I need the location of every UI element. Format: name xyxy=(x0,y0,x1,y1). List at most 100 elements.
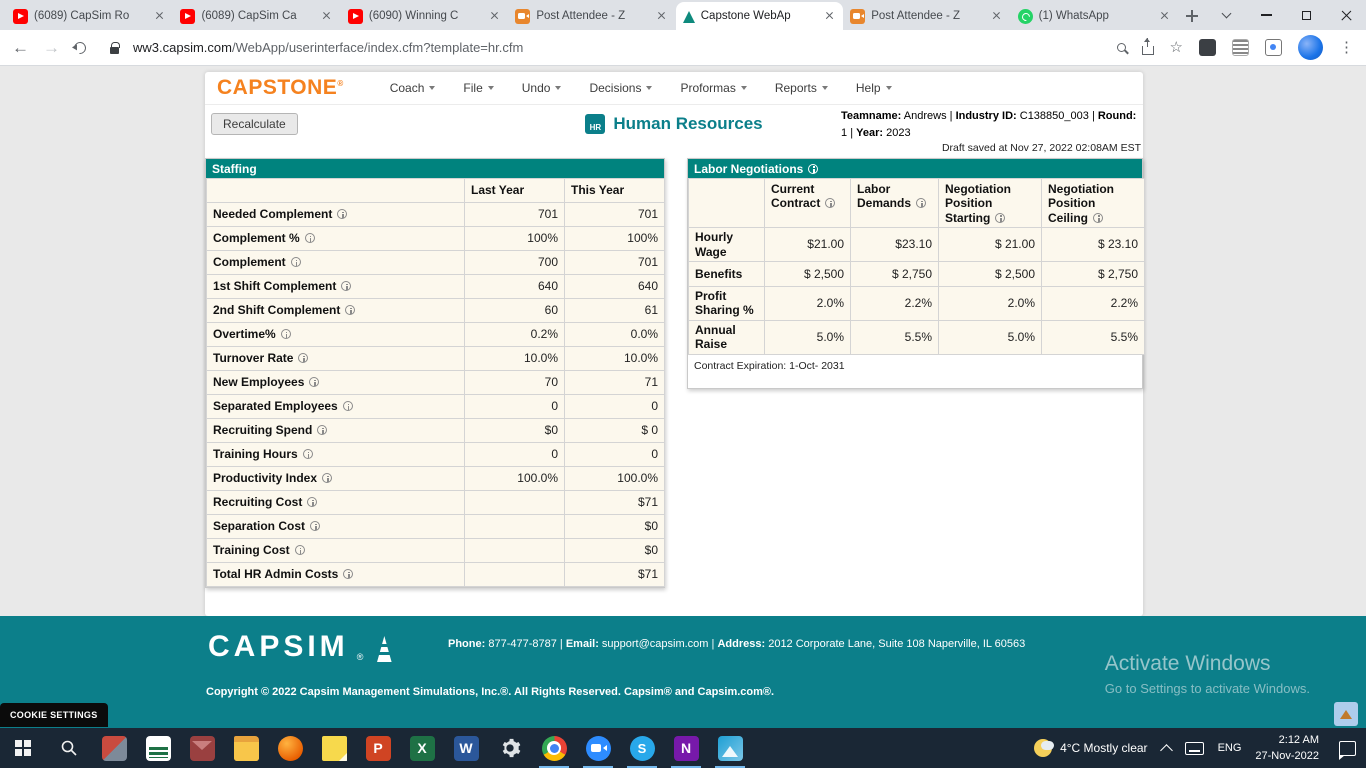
info-icon[interactable] xyxy=(1093,212,1104,223)
excel-icon[interactable]: X xyxy=(400,728,444,768)
info-icon[interactable] xyxy=(345,305,356,316)
negotiation-input-cell[interactable]: $ 2,500 xyxy=(938,260,1042,287)
negotiation-input-cell[interactable]: 2.0% xyxy=(938,285,1042,321)
menu-proformas[interactable]: Proformas xyxy=(680,81,746,95)
file-explorer-icon[interactable] xyxy=(224,728,268,768)
url-input[interactable]: ww3.capsim.com/WebApp/userinterface/inde… xyxy=(133,40,1103,55)
negotiation-input-cell[interactable]: 5.0% xyxy=(938,319,1042,355)
menu-coach[interactable]: Coach xyxy=(390,81,436,95)
mail-app-icon[interactable] xyxy=(180,728,224,768)
info-icon[interactable] xyxy=(302,449,313,460)
browser-menu-icon[interactable]: ⋮ xyxy=(1339,39,1354,56)
menu-undo[interactable]: Undo xyxy=(522,81,562,95)
profile-avatar[interactable] xyxy=(1298,35,1323,60)
powerpoint-icon[interactable]: P xyxy=(356,728,400,768)
settings-icon[interactable] xyxy=(488,728,532,768)
zoom-icon[interactable] xyxy=(576,728,620,768)
zoom-search-icon[interactable] xyxy=(1116,43,1126,52)
browser-tab[interactable]: (1) WhatsApp xyxy=(1011,2,1178,30)
skype-icon[interactable]: S xyxy=(620,728,664,768)
clock[interactable]: 2:12 AM 27-Nov-2022 xyxy=(1255,732,1319,765)
this-year-cell[interactable]: 100.0% xyxy=(564,466,665,491)
info-icon[interactable] xyxy=(343,569,354,580)
this-year-cell[interactable]: 640 xyxy=(564,274,665,299)
info-icon[interactable] xyxy=(322,473,333,484)
back-icon[interactable]: ← xyxy=(12,38,29,57)
info-icon[interactable] xyxy=(294,545,305,556)
close-tab-icon[interactable] xyxy=(487,9,501,23)
info-icon[interactable] xyxy=(309,377,320,388)
padlock-icon[interactable] xyxy=(110,42,120,54)
weather-widget[interactable]: 4°C Mostly clear xyxy=(1034,739,1148,757)
negotiation-input-cell[interactable]: $ 23.10 xyxy=(1041,227,1145,262)
this-year-cell[interactable]: 701 xyxy=(564,250,665,275)
browser-tab[interactable]: (6089) CapSim Ro xyxy=(6,2,173,30)
info-icon[interactable] xyxy=(290,257,301,268)
browser-tab-active[interactable]: Capstone WebAp xyxy=(675,2,844,30)
info-icon[interactable] xyxy=(341,281,352,292)
onenote-icon[interactable]: N xyxy=(664,728,708,768)
language-indicator[interactable]: ENG xyxy=(1217,742,1242,754)
menu-file[interactable]: File xyxy=(463,81,493,95)
extension-icon[interactable] xyxy=(1232,39,1249,56)
this-year-cell[interactable]: 0 xyxy=(564,442,665,467)
this-year-cell[interactable]: 10.0% xyxy=(564,346,665,371)
photos-icon[interactable] xyxy=(708,728,752,768)
info-icon[interactable] xyxy=(808,163,819,174)
this-year-cell[interactable]: 61 xyxy=(564,298,665,323)
close-tab-icon[interactable] xyxy=(152,9,166,23)
info-icon[interactable] xyxy=(342,401,353,412)
this-year-cell[interactable]: 100% xyxy=(564,226,665,251)
touch-keyboard-icon[interactable] xyxy=(1184,741,1204,755)
close-window-button[interactable] xyxy=(1326,0,1366,30)
pinned-app-icon[interactable] xyxy=(92,728,136,768)
start-button[interactable] xyxy=(0,728,46,768)
close-tab-icon[interactable] xyxy=(655,9,669,23)
close-tab-icon[interactable] xyxy=(1157,9,1171,23)
chrome-icon[interactable] xyxy=(532,728,576,768)
menu-decisions[interactable]: Decisions xyxy=(589,81,652,95)
info-icon[interactable] xyxy=(916,198,927,209)
negotiation-input-cell[interactable]: $ 2,750 xyxy=(1041,260,1145,287)
menu-help[interactable]: Help xyxy=(856,81,892,95)
this-year-cell[interactable]: 701 xyxy=(564,202,665,227)
close-tab-icon[interactable] xyxy=(822,9,836,23)
info-icon[interactable] xyxy=(280,329,291,340)
negotiation-input-cell[interactable]: 5.5% xyxy=(1041,319,1145,355)
tab-search-chevron-icon[interactable] xyxy=(1206,0,1246,30)
browser-tab[interactable]: (6089) CapSim Ca xyxy=(173,2,340,30)
close-tab-icon[interactable] xyxy=(990,9,1004,23)
forward-icon[interactable]: → xyxy=(43,38,60,57)
info-icon[interactable] xyxy=(307,497,318,508)
minimize-button[interactable] xyxy=(1246,0,1286,30)
refresh-icon[interactable] xyxy=(71,39,89,56)
taskbar-search-button[interactable] xyxy=(46,728,92,768)
info-icon[interactable] xyxy=(317,425,328,436)
scroll-to-top-button[interactable] xyxy=(1334,702,1358,726)
cookie-settings-button[interactable]: COOKIE SETTINGS xyxy=(0,703,108,727)
extension-icon[interactable] xyxy=(1199,39,1216,56)
this-year-cell[interactable]: $ 0 xyxy=(564,418,665,443)
info-icon[interactable] xyxy=(298,353,309,364)
menu-reports[interactable]: Reports xyxy=(775,81,828,95)
info-icon[interactable] xyxy=(310,521,321,532)
info-icon[interactable] xyxy=(825,198,836,209)
browser-app-icon[interactable] xyxy=(268,728,312,768)
browser-tab[interactable]: (6090) Winning C xyxy=(341,2,508,30)
info-icon[interactable] xyxy=(337,209,348,220)
this-year-cell[interactable]: 0.0% xyxy=(564,322,665,347)
sticky-notes-icon[interactable] xyxy=(312,728,356,768)
info-icon[interactable] xyxy=(995,212,1006,223)
info-icon[interactable] xyxy=(304,233,315,244)
share-icon[interactable] xyxy=(1141,38,1154,55)
maximize-button[interactable] xyxy=(1286,0,1326,30)
this-year-cell[interactable]: 0 xyxy=(564,394,665,419)
extension-icon[interactable] xyxy=(1265,39,1282,56)
recalculate-button[interactable]: Recalculate xyxy=(211,113,298,135)
chevron-up-icon[interactable] xyxy=(1159,743,1173,757)
negotiation-input-cell[interactable]: 2.2% xyxy=(1041,285,1145,321)
word-icon[interactable]: W xyxy=(444,728,488,768)
browser-tab[interactable]: Post Attendee - Z xyxy=(843,2,1010,30)
close-tab-icon[interactable] xyxy=(320,9,334,23)
negotiation-input-cell[interactable]: $ 21.00 xyxy=(938,227,1042,262)
